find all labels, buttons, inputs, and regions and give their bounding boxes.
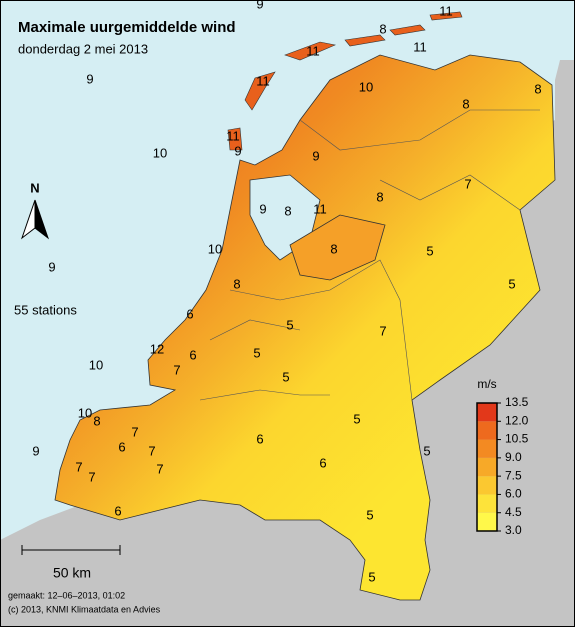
station-count: 55 stations <box>14 302 77 317</box>
made-date: gemaakt: 12–06–2013, 01:02 <box>8 590 125 600</box>
subtitle: donderdag 2 mei 2013 <box>18 41 148 56</box>
colorbar-tick-label: 4.5 <box>505 505 522 519</box>
station-value: 10 <box>208 241 222 256</box>
station-value: 11 <box>306 43 320 58</box>
station-value: 5 <box>368 569 375 584</box>
station-value: 11 <box>226 128 240 143</box>
station-value: 11 <box>256 73 270 88</box>
colorbar-tick-label: 12.0 <box>505 413 529 427</box>
title: Maximale uurgemiddelde wind <box>18 19 236 36</box>
station-value: 6 <box>256 431 263 446</box>
colorbar-band <box>477 457 497 477</box>
station-value: 8 <box>284 203 291 218</box>
province-borders <box>199 109 540 401</box>
station-value: 5 <box>366 507 373 522</box>
colorbar-frame <box>476 402 498 532</box>
station-value: 12 <box>150 341 164 356</box>
station-value: 9 <box>256 0 263 11</box>
station-value: 7 <box>173 362 180 377</box>
station-value: 10 <box>153 145 167 160</box>
station-value: 10 <box>78 405 92 420</box>
station-value: 7 <box>88 469 95 484</box>
station-value: 7 <box>148 443 155 458</box>
station-value: 5 <box>353 411 360 426</box>
station-value: 6 <box>186 306 193 321</box>
station-value: 5 <box>282 369 289 384</box>
station-value: 9 <box>312 148 319 163</box>
station-value: 11 <box>313 201 327 216</box>
colorbar-tick-label: 13.5 <box>505 395 529 409</box>
colorbar-band <box>477 476 497 495</box>
station-value: 9 <box>86 71 93 86</box>
station-value: 7 <box>379 323 386 338</box>
colorbar-tick-label: 9.0 <box>505 450 522 464</box>
station-value: 7 <box>464 176 471 191</box>
station-value: 11 <box>439 3 453 18</box>
station-value: 8 <box>379 21 386 36</box>
colorbar: m/s 13.5 12.0 10.5 9.0 7.5 6.0 4.5 3.0 <box>476 377 529 537</box>
north-label: N <box>30 180 39 195</box>
station-value: 8 <box>376 189 383 204</box>
colorbar-band <box>477 494 497 513</box>
colorbar-band <box>477 403 497 422</box>
station-value: 6 <box>118 439 125 454</box>
colorbar-unit: m/s <box>477 377 496 391</box>
station-value: 8 <box>534 81 541 96</box>
station-value: 7 <box>156 461 163 476</box>
station-value: 6 <box>319 455 326 470</box>
station-value: 9 <box>32 443 39 458</box>
station-value: 11 <box>413 39 427 54</box>
station-value: 8 <box>93 413 100 428</box>
station-value: 5 <box>423 443 430 458</box>
colorbar-tick-label: 6.0 <box>505 487 522 501</box>
colorbar-band <box>477 439 497 458</box>
station-value: 5 <box>426 243 433 258</box>
station-value: 8 <box>462 96 469 111</box>
colorbar-band <box>477 512 497 531</box>
flevoland <box>289 214 386 281</box>
station-value: 5 <box>253 345 260 360</box>
station-value: 10 <box>89 357 103 372</box>
station-value: 5 <box>286 317 293 332</box>
north-arrow: N <box>20 180 50 240</box>
scale-bar: 50 km <box>21 545 121 581</box>
scale-label: 50 km <box>53 565 91 581</box>
colorbar-tick-label: 10.5 <box>505 432 529 446</box>
station-value: 7 <box>75 459 82 474</box>
colorbar-band <box>477 421 497 440</box>
station-value: 5 <box>508 276 515 291</box>
station-value: 9 <box>48 259 55 274</box>
station-value: 10 <box>359 79 373 94</box>
colorbar-tick-label: 3.0 <box>505 523 522 537</box>
copyright: (c) 2013, KNMI Klimaatdata en Advies <box>8 604 161 614</box>
station-value: 8 <box>233 276 240 291</box>
station-value: 6 <box>189 347 196 362</box>
station-value: 9 <box>234 143 241 158</box>
netherlands-land <box>54 54 556 601</box>
station-value: 9 <box>259 201 266 216</box>
wadden-islands <box>227 11 463 151</box>
colorbar-tick-label: 7.5 <box>505 468 522 482</box>
station-value: 8 <box>330 241 337 256</box>
station-value: 7 <box>131 424 138 439</box>
station-value: 6 <box>114 503 121 518</box>
